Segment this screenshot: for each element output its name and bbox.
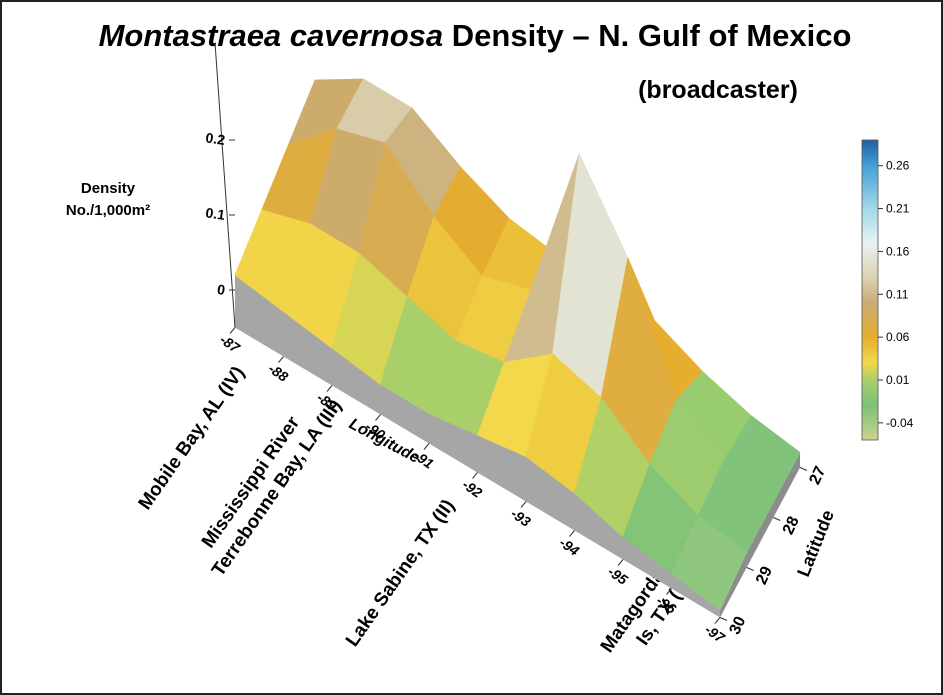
y-tick: [746, 567, 754, 571]
colorbar-tick-label: 0.11: [886, 287, 909, 301]
z-axis-line: [214, 42, 236, 328]
x-tick: [569, 530, 575, 537]
y-tick: [773, 517, 781, 521]
z-tick-label: 0.1: [205, 204, 227, 223]
chart-subtitle: (broadcaster): [638, 76, 798, 104]
x-tick: [326, 385, 333, 392]
colorbar-tick-label: -0.04: [886, 416, 914, 430]
x-tick: [375, 414, 381, 421]
x-tick: [520, 501, 527, 508]
x-tick: [666, 588, 672, 595]
x-tick: [229, 327, 236, 334]
x-tick: [423, 443, 430, 450]
surface-cell: [671, 515, 748, 611]
colorbar-tick-label: 0.06: [886, 330, 910, 344]
x-tick: [714, 617, 721, 624]
title-rest: Density – N. Gulf of Mexico: [452, 18, 852, 53]
title-italic: Montastraea cavernosa: [99, 18, 444, 53]
y-tick-label: 29: [753, 564, 776, 587]
colorbar-tick-label: 0.21: [886, 202, 910, 216]
colorbar-tick-label: 0.26: [886, 159, 910, 173]
z-tick-label: 0: [216, 281, 226, 298]
z-tick-label: 0.2: [205, 129, 227, 148]
z-axis-label: No./1,000m²: [66, 202, 150, 219]
colorbar: [861, 139, 879, 441]
z-axis-label: Density: [81, 180, 136, 197]
surface-side: [235, 275, 720, 618]
x-tick: [472, 472, 478, 479]
y-tick: [799, 467, 808, 471]
surface-side: [720, 452, 800, 618]
chart-title: Montastraea cavernosa Density – N. Gulf …: [99, 18, 852, 53]
y-tick-label: 27: [806, 464, 829, 487]
y-tick: [719, 617, 728, 621]
x-tick: [617, 559, 624, 566]
y-tick-label: 30: [726, 614, 749, 637]
x-tick: [278, 356, 284, 363]
colorbar-tick-label: 0.01: [886, 373, 910, 387]
colorbar-tick-label: 0.16: [886, 244, 910, 258]
y-tick-label: 28: [780, 514, 803, 537]
